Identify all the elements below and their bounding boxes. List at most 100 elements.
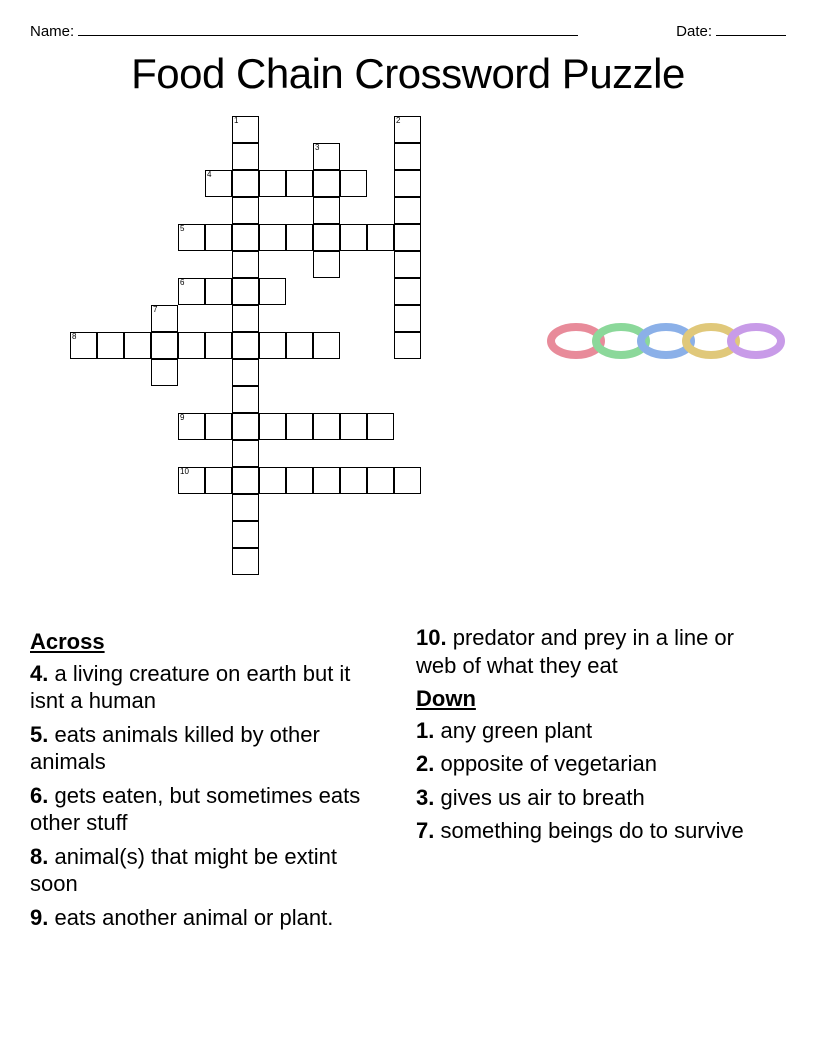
date-label: Date: xyxy=(676,23,712,40)
crossword-cell[interactable] xyxy=(259,224,286,251)
crossword-cell[interactable] xyxy=(232,386,259,413)
crossword-cell[interactable] xyxy=(340,224,367,251)
crossword-cell[interactable] xyxy=(232,224,259,251)
crossword-cell[interactable] xyxy=(232,143,259,170)
crossword-cell[interactable] xyxy=(286,413,313,440)
crossword-cell[interactable] xyxy=(394,467,421,494)
crossword-cell[interactable] xyxy=(232,251,259,278)
crossword-cell[interactable]: 6 xyxy=(178,278,205,305)
clue-number: 6. xyxy=(30,783,48,808)
crossword-cell[interactable]: 9 xyxy=(178,413,205,440)
crossword-cell[interactable] xyxy=(259,332,286,359)
crossword-cell[interactable] xyxy=(124,332,151,359)
crossword-cell[interactable]: 7 xyxy=(151,305,178,332)
crossword-cell[interactable]: 5 xyxy=(178,224,205,251)
crossword-cell[interactable] xyxy=(394,143,421,170)
crossword-cell[interactable] xyxy=(313,251,340,278)
crossword-cell[interactable] xyxy=(178,332,205,359)
crossword-cell[interactable] xyxy=(259,413,286,440)
clue-number: 4. xyxy=(30,661,48,686)
clue-item: 6. gets eaten, but sometimes eats other … xyxy=(30,782,390,837)
crossword-cell[interactable] xyxy=(286,467,313,494)
crossword-cell[interactable] xyxy=(97,332,124,359)
crossword-cell[interactable]: 1 xyxy=(232,116,259,143)
crossword-cell[interactable]: 4 xyxy=(205,170,232,197)
clue-text: animal(s) that might be extint soon xyxy=(30,844,337,897)
crossword-cell[interactable] xyxy=(286,170,313,197)
crossword-cell[interactable] xyxy=(286,332,313,359)
crossword-cell[interactable] xyxy=(232,305,259,332)
clue-number: 2. xyxy=(416,751,434,776)
crossword-cell[interactable] xyxy=(313,413,340,440)
crossword-cell[interactable] xyxy=(394,170,421,197)
clue-text: opposite of vegetarian xyxy=(434,751,657,776)
clue-number: 9. xyxy=(30,905,48,930)
crossword-cell[interactable] xyxy=(259,467,286,494)
crossword-cell[interactable] xyxy=(367,413,394,440)
crossword-cell[interactable] xyxy=(394,305,421,332)
crossword-cell[interactable] xyxy=(205,467,232,494)
crossword-cell[interactable] xyxy=(340,170,367,197)
crossword-cell[interactable] xyxy=(205,278,232,305)
crossword-cell[interactable] xyxy=(313,224,340,251)
crossword-cell[interactable] xyxy=(313,170,340,197)
crossword-cell[interactable] xyxy=(394,224,421,251)
clue-number: 7. xyxy=(416,818,434,843)
page-title: Food Chain Crossword Puzzle xyxy=(30,50,786,98)
crossword-cell[interactable] xyxy=(232,359,259,386)
crossword-cell[interactable] xyxy=(232,170,259,197)
crossword-cell[interactable] xyxy=(367,467,394,494)
crossword-cell[interactable] xyxy=(286,224,313,251)
crossword-cell[interactable] xyxy=(340,467,367,494)
crossword-cell[interactable] xyxy=(340,413,367,440)
crossword-cell[interactable]: 2 xyxy=(394,116,421,143)
crossword-cell[interactable] xyxy=(394,278,421,305)
crossword-cell[interactable] xyxy=(205,413,232,440)
clue-number: 5. xyxy=(30,722,48,747)
crossword-cell[interactable] xyxy=(259,170,286,197)
crossword-cell[interactable] xyxy=(232,197,259,224)
header-row: Name: Date: xyxy=(30,20,786,40)
cell-number: 10 xyxy=(180,468,189,476)
crossword-cell[interactable] xyxy=(232,521,259,548)
crossword-cell[interactable] xyxy=(205,224,232,251)
clue-text: gives us air to breath xyxy=(434,785,644,810)
crossword-cell[interactable] xyxy=(232,494,259,521)
date-blank[interactable] xyxy=(716,20,786,36)
crossword-cell[interactable]: 8 xyxy=(70,332,97,359)
crossword-cell[interactable] xyxy=(205,332,232,359)
cell-number: 1 xyxy=(234,117,238,125)
crossword-cell[interactable] xyxy=(151,332,178,359)
crossword-cell[interactable] xyxy=(259,278,286,305)
cell-number: 4 xyxy=(207,171,211,179)
name-field: Name: xyxy=(30,20,578,40)
clue-text: any green plant xyxy=(434,718,592,743)
clue-text: predator and prey in a line or web of wh… xyxy=(416,625,734,678)
crossword-cell[interactable] xyxy=(232,332,259,359)
crossword-cell[interactable] xyxy=(313,332,340,359)
cell-number: 9 xyxy=(180,414,184,422)
crossword-cell[interactable] xyxy=(232,413,259,440)
crossword-cell[interactable] xyxy=(394,332,421,359)
clue-number: 1. xyxy=(416,718,434,743)
crossword-cell[interactable]: 10 xyxy=(178,467,205,494)
clues-section: Across 4. a living creature on earth but… xyxy=(30,622,786,937)
crossword-cell[interactable] xyxy=(232,548,259,575)
crossword-cell[interactable]: 3 xyxy=(313,143,340,170)
crossword-cell[interactable] xyxy=(313,197,340,224)
across-clues-overflow: 10. predator and prey in a line or web o… xyxy=(416,624,776,679)
crossword-cell[interactable] xyxy=(394,197,421,224)
clue-text: something beings do to survive xyxy=(434,818,743,843)
name-blank[interactable] xyxy=(78,20,578,36)
clues-right-column: 10. predator and prey in a line or web o… xyxy=(416,622,776,937)
crossword-cell[interactable] xyxy=(151,359,178,386)
crossword-cell[interactable] xyxy=(232,278,259,305)
clue-item: 10. predator and prey in a line or web o… xyxy=(416,624,776,679)
clue-text: a living creature on earth but it isnt a… xyxy=(30,661,350,714)
crossword-cell[interactable] xyxy=(232,467,259,494)
clue-text: gets eaten, but sometimes eats other stu… xyxy=(30,783,360,836)
crossword-cell[interactable] xyxy=(313,467,340,494)
crossword-cell[interactable] xyxy=(232,440,259,467)
crossword-cell[interactable] xyxy=(367,224,394,251)
crossword-cell[interactable] xyxy=(394,251,421,278)
